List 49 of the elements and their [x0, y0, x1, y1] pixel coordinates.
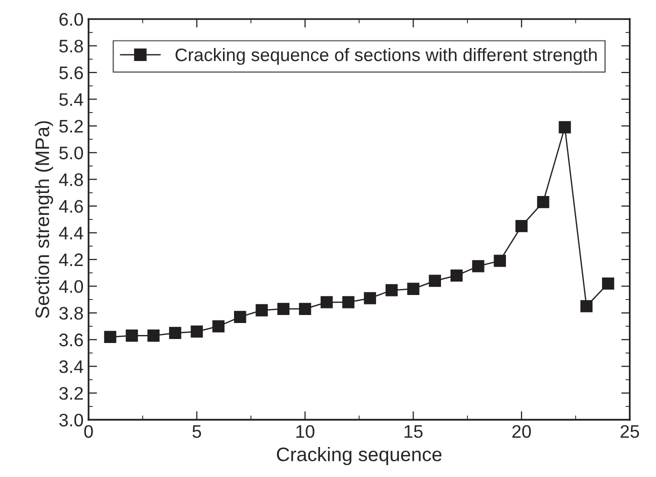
point [212, 320, 225, 332]
point [428, 274, 442, 287]
y-tick-label: 4.0 [59, 280, 83, 293]
x-tick-label: 25 [620, 425, 640, 438]
point [190, 326, 203, 338]
point [580, 300, 593, 312]
point [104, 330, 116, 344]
point [126, 330, 138, 342]
point [558, 121, 571, 134]
point [472, 260, 484, 272]
y-tick-label: 3.0 [59, 414, 83, 426]
y-axis-title: Section strength (MPa) [34, 121, 54, 318]
point [147, 330, 160, 342]
point [256, 304, 268, 316]
x-tick-label: 20 [512, 425, 531, 438]
point [320, 296, 333, 308]
y-tick-label: 4.4 [59, 226, 84, 240]
point [407, 282, 420, 295]
y-tick-label: 3.4 [59, 360, 84, 374]
legend-label: Cracking sequence of sections with different strength [176, 48, 597, 65]
y-tick-label: 5.0 [59, 146, 83, 160]
point [342, 296, 354, 308]
point [494, 254, 506, 267]
x-tick-label: 0 [84, 425, 93, 438]
y-tick-label: 6.0 [60, 13, 83, 26]
y-tick-label: 3.8 [59, 306, 83, 320]
y-tick-label: 5.6 [59, 66, 83, 80]
point [386, 284, 398, 296]
point [277, 302, 290, 315]
point [169, 326, 182, 340]
point [364, 292, 376, 304]
y-tick-label: 4.6 [59, 200, 83, 213]
y-tick-label: 3.2 [59, 386, 83, 400]
x-tick-label: 10 [296, 425, 314, 438]
point [450, 269, 463, 282]
point [298, 302, 312, 315]
y-tick-label: 5.2 [59, 120, 83, 133]
y-tick-label: 3.6 [59, 334, 83, 346]
x-axis-title: Cracking sequence [276, 447, 442, 466]
point [234, 310, 246, 323]
x-tick-label: 15 [404, 425, 423, 438]
point [602, 277, 614, 290]
y-tick-label: 4.8 [59, 173, 83, 186]
y-tick-label: 5.4 [59, 93, 84, 106]
y-tick-label: 5.8 [59, 40, 83, 53]
point [515, 220, 528, 232]
x-tick-label: 5 [192, 425, 202, 438]
y-tick-label: 4.2 [59, 253, 83, 266]
point [537, 196, 550, 208]
